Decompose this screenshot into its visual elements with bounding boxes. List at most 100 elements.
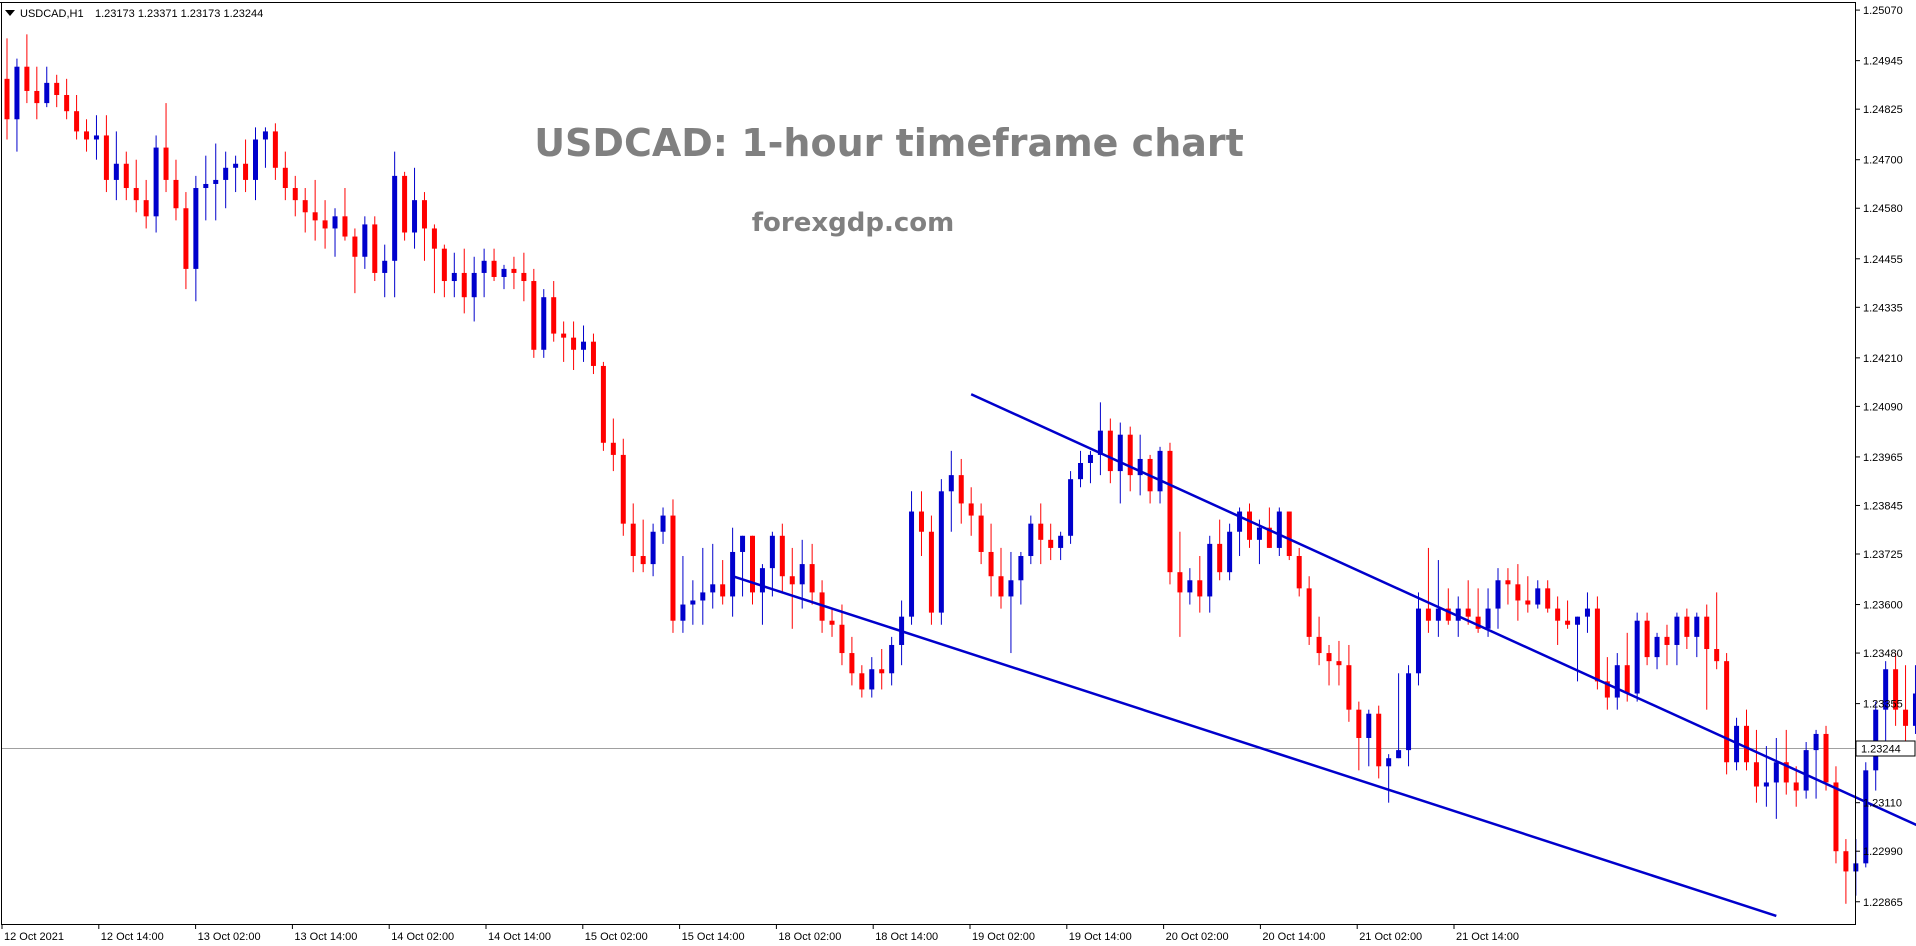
- bull-candle[interactable]: [1883, 661, 1889, 747]
- bull-candle[interactable]: [451, 252, 457, 298]
- bear-candle[interactable]: [1823, 725, 1829, 791]
- bear-candle[interactable]: [1336, 640, 1342, 686]
- bear-candle[interactable]: [282, 151, 288, 201]
- bear-candle[interactable]: [431, 224, 437, 294]
- bear-candle[interactable]: [1525, 576, 1531, 613]
- bear-candle[interactable]: [1356, 701, 1362, 771]
- bull-candle[interactable]: [1386, 754, 1392, 803]
- channel-line-upper[interactable]: [970, 393, 1916, 847]
- bull-candle[interactable]: [382, 244, 388, 298]
- bear-candle[interactable]: [272, 123, 278, 180]
- bull-candle[interactable]: [1396, 673, 1402, 759]
- bull-candle[interactable]: [1634, 612, 1640, 702]
- bear-candle[interactable]: [1843, 839, 1849, 904]
- bear-candle[interactable]: [1505, 568, 1511, 605]
- bull-candle[interactable]: [1495, 568, 1501, 629]
- bear-candle[interactable]: [998, 547, 1004, 609]
- bear-candle[interactable]: [1217, 519, 1223, 581]
- bull-candle[interactable]: [1654, 632, 1660, 670]
- bear-candle[interactable]: [64, 78, 70, 120]
- bull-candle[interactable]: [253, 127, 258, 201]
- bear-candle[interactable]: [103, 115, 109, 193]
- bull-candle[interactable]: [889, 636, 895, 686]
- bull-candle[interactable]: [1068, 471, 1074, 544]
- bear-candle[interactable]: [441, 244, 447, 298]
- bear-candle[interactable]: [1783, 729, 1789, 795]
- bear-candle[interactable]: [670, 499, 676, 633]
- bear-candle[interactable]: [928, 515, 934, 625]
- bull-candle[interactable]: [660, 507, 666, 544]
- bear-candle[interactable]: [1048, 523, 1054, 561]
- bear-candle[interactable]: [173, 159, 179, 221]
- bear-candle[interactable]: [1346, 644, 1352, 722]
- bear-candle[interactable]: [342, 188, 348, 241]
- bear-candle[interactable]: [491, 248, 497, 282]
- bear-candle[interactable]: [372, 216, 378, 282]
- bull-candle[interactable]: [650, 523, 656, 577]
- bear-candle[interactable]: [1127, 426, 1133, 492]
- bull-candle[interactable]: [759, 564, 765, 625]
- bear-candle[interactable]: [1306, 576, 1312, 645]
- bull-candle[interactable]: [948, 450, 954, 532]
- bear-candle[interactable]: [829, 608, 835, 637]
- bull-candle[interactable]: [680, 556, 686, 633]
- bear-candle[interactable]: [849, 636, 855, 686]
- bull-candle[interactable]: [1028, 515, 1034, 565]
- bear-candle[interactable]: [1594, 596, 1600, 690]
- bear-candle[interactable]: [859, 665, 865, 698]
- bear-candle[interactable]: [243, 139, 249, 193]
- bear-candle[interactable]: [133, 159, 139, 213]
- bear-candle[interactable]: [750, 535, 755, 605]
- bull-candle[interactable]: [1187, 568, 1193, 605]
- bull-candle[interactable]: [332, 208, 338, 257]
- bull-candle[interactable]: [1276, 507, 1282, 557]
- bear-candle[interactable]: [1465, 580, 1471, 625]
- bull-candle[interactable]: [1227, 523, 1233, 581]
- bull-candle[interactable]: [799, 539, 805, 609]
- bear-candle[interactable]: [1515, 564, 1521, 621]
- bear-candle[interactable]: [84, 119, 90, 152]
- bear-candle[interactable]: [1903, 665, 1909, 747]
- bear-candle[interactable]: [551, 281, 557, 342]
- bear-candle[interactable]: [1664, 624, 1670, 666]
- bull-candle[interactable]: [740, 535, 746, 597]
- bear-candle[interactable]: [1545, 580, 1551, 613]
- bull-candle[interactable]: [1614, 653, 1620, 710]
- bear-candle[interactable]: [1833, 766, 1839, 864]
- bear-candle[interactable]: [988, 523, 994, 597]
- bull-candle[interactable]: [44, 66, 50, 108]
- bear-candle[interactable]: [1376, 705, 1382, 779]
- bull-candle[interactable]: [153, 135, 159, 233]
- bear-candle[interactable]: [292, 175, 298, 217]
- bear-candle[interactable]: [630, 503, 636, 573]
- bear-candle[interactable]: [461, 248, 467, 314]
- bear-candle[interactable]: [511, 256, 517, 290]
- bear-candle[interactable]: [978, 503, 984, 565]
- bull-candle[interactable]: [1584, 592, 1590, 633]
- bull-candle[interactable]: [1415, 592, 1421, 686]
- symbol-dropdown-icon[interactable]: [5, 10, 15, 16]
- bear-candle[interactable]: [163, 103, 169, 193]
- bear-candle[interactable]: [74, 95, 80, 140]
- bull-candle[interactable]: [14, 58, 20, 152]
- bear-candle[interactable]: [1724, 653, 1730, 775]
- bear-candle[interactable]: [421, 192, 427, 261]
- bear-candle[interactable]: [600, 361, 606, 451]
- bear-candle[interactable]: [1793, 766, 1799, 807]
- bull-candle[interactable]: [1078, 450, 1084, 488]
- bull-candle[interactable]: [769, 531, 775, 597]
- bull-candle[interactable]: [938, 479, 944, 625]
- bull-candle[interactable]: [869, 657, 875, 698]
- bear-candle[interactable]: [34, 66, 40, 120]
- bear-candle[interactable]: [183, 192, 189, 290]
- bull-candle[interactable]: [1256, 519, 1262, 565]
- bull-candle[interactable]: [710, 543, 716, 609]
- bear-candle[interactable]: [1425, 547, 1431, 633]
- bull-candle[interactable]: [93, 115, 99, 160]
- bear-candle[interactable]: [640, 519, 646, 573]
- bear-candle[interactable]: [1107, 418, 1113, 484]
- bull-candle[interactable]: [690, 580, 696, 625]
- bear-candle[interactable]: [24, 34, 30, 104]
- bear-candle[interactable]: [1893, 653, 1899, 726]
